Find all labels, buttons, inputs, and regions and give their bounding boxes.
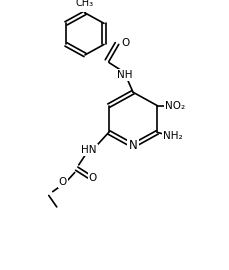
Text: O: O bbox=[89, 173, 97, 183]
Text: NH₂: NH₂ bbox=[164, 131, 183, 141]
Text: O: O bbox=[121, 38, 129, 49]
Text: N: N bbox=[129, 139, 137, 152]
Text: O: O bbox=[59, 177, 67, 187]
Text: HN: HN bbox=[81, 144, 96, 154]
Text: NO₂: NO₂ bbox=[165, 101, 185, 111]
Text: NH: NH bbox=[117, 70, 133, 80]
Text: CH₃: CH₃ bbox=[76, 0, 94, 8]
